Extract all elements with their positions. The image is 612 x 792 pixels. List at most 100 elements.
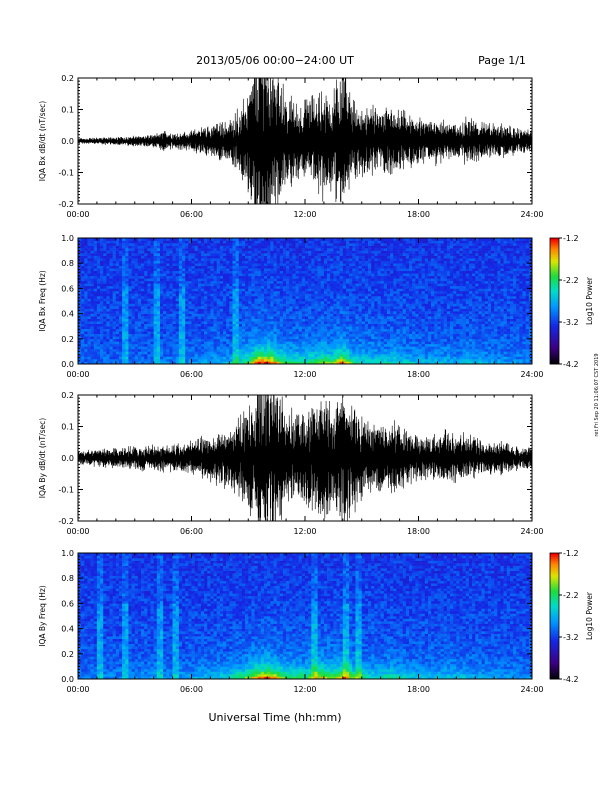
- spectrogram-cell: [103, 303, 107, 307]
- spectrogram-cell: [248, 316, 252, 319]
- spectrogram-cell: [333, 288, 337, 292]
- spectrogram-cell: [254, 348, 259, 352]
- spectrogram-cell: [128, 308, 132, 312]
- spectrogram-cell: [115, 273, 120, 277]
- spectrogram-cell: [257, 306, 262, 309]
- spectrogram-cell: [175, 265, 180, 269]
- spectrogram-cell: [368, 258, 372, 261]
- spectrogram-cell: [122, 351, 126, 355]
- spectrogram-cell: [182, 361, 186, 365]
- spectrogram-cell: [109, 311, 113, 314]
- spectrogram-cell: [229, 321, 233, 324]
- spectrogram-cell: [122, 346, 126, 350]
- spectrogram-cell: [169, 270, 173, 274]
- spectrogram-cell: [342, 240, 347, 244]
- spectrogram-cell: [125, 301, 129, 304]
- spectrogram-cell: [248, 326, 252, 330]
- spectrogram-cell: [150, 263, 154, 267]
- spectrogram-cell: [311, 326, 315, 330]
- spectrogram-cell: [314, 348, 318, 352]
- spectrogram-cell: [238, 288, 243, 292]
- spectrogram-cell: [301, 306, 306, 309]
- spectrogram-cell: [182, 288, 186, 292]
- spectrogram-cell: [345, 238, 350, 241]
- spectrogram-cell: [216, 331, 221, 335]
- spectrogram-cell: [141, 348, 145, 352]
- spectrogram-cell: [191, 338, 195, 342]
- spectrogram-cell: [273, 288, 277, 292]
- spectrogram-cell: [87, 260, 91, 264]
- spectrogram-cell: [327, 331, 331, 335]
- spectrogram-cell: [327, 361, 331, 365]
- spectrogram-cell: [292, 321, 296, 324]
- spectrogram-cell: [238, 341, 243, 345]
- spectrogram-cell: [219, 250, 224, 254]
- spectrogram-cell: [260, 268, 265, 272]
- spectrogram-cell: [267, 290, 271, 294]
- spectrogram-cell: [93, 346, 98, 350]
- spectrogram-cell: [175, 273, 180, 277]
- spectrogram-cell: [103, 318, 107, 322]
- spectrogram-cell: [84, 333, 88, 337]
- spectrogram-cell: [330, 278, 334, 282]
- spectrogram-cell: [204, 321, 208, 324]
- spectrogram-cell: [109, 250, 113, 254]
- spectrogram-cell: [207, 298, 211, 302]
- spectrogram-cell: [368, 285, 372, 289]
- spectrogram-cell: [137, 336, 142, 340]
- spectrogram-cell: [163, 353, 167, 357]
- spectrogram-cell: [182, 311, 186, 314]
- spectrogram-cell: [137, 253, 142, 256]
- spectrogram-cell: [137, 290, 142, 294]
- spectrogram-cell: [210, 331, 214, 335]
- spectrogram-cell: [78, 338, 82, 342]
- spectrogram-cell: [308, 321, 312, 324]
- spectrogram-cell: [320, 268, 325, 272]
- spectrogram-cell: [301, 260, 306, 264]
- spectrogram-cell: [333, 240, 337, 244]
- spectrogram-cell: [257, 268, 262, 272]
- spectrogram-cell: [150, 245, 154, 249]
- spectrogram-cell: [352, 250, 356, 254]
- spectrogram-cell: [134, 346, 139, 350]
- spectrogram-cell: [289, 240, 293, 244]
- spectrogram-cell: [364, 341, 369, 345]
- spectrogram-cell: [197, 298, 202, 302]
- spectrogram-cell: [226, 336, 230, 340]
- spectrogram-cell: [251, 303, 255, 307]
- spectrogram-cell: [232, 243, 236, 246]
- spectrogram-cell: [323, 341, 328, 345]
- spectrogram-cell: [330, 351, 334, 355]
- spectrogram-cell: [210, 306, 214, 309]
- spectrogram-cell: [210, 351, 214, 355]
- spectrogram-cell: [226, 273, 230, 277]
- spectrogram-cell: [352, 321, 356, 324]
- spectrogram-cell: [254, 358, 259, 362]
- spectrogram-cell: [323, 243, 328, 246]
- spectrogram-cell: [270, 285, 274, 289]
- spectrogram-cell: [118, 238, 123, 241]
- spectrogram-cell: [226, 295, 230, 299]
- spectrogram-cell: [90, 273, 95, 277]
- spectrogram-cell: [238, 273, 243, 277]
- spectrogram-cell: [93, 283, 98, 287]
- spectrogram-cell: [125, 280, 129, 284]
- spectrogram-cell: [273, 301, 277, 304]
- spectrogram-cell: [106, 275, 110, 279]
- spectrogram-cell: [172, 248, 177, 251]
- spectrogram-cell: [163, 336, 167, 340]
- spectrogram-cell: [159, 331, 164, 335]
- spectrogram-cell: [289, 248, 293, 251]
- spectrogram-cell: [251, 301, 255, 304]
- spectrogram-cell: [333, 343, 337, 347]
- spectrogram-cell: [282, 308, 287, 312]
- spectrogram-cell: [364, 298, 369, 302]
- spectrogram-cell: [194, 353, 199, 357]
- spectrogram-cell: [342, 358, 347, 362]
- spectrogram-cell: [178, 255, 183, 259]
- spectrogram-cell: [100, 265, 104, 269]
- spectrogram-cell: [96, 321, 101, 324]
- spectrogram-cell: [169, 341, 173, 345]
- spectrogram-cell: [197, 331, 202, 335]
- spectrogram-cell: [295, 358, 299, 362]
